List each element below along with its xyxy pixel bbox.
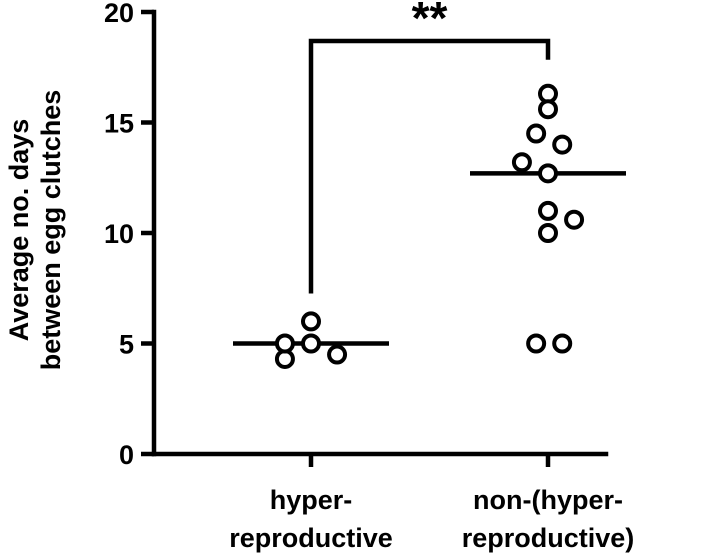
x-category-label: reproductive xyxy=(229,523,393,553)
y-tick-label: 20 xyxy=(104,0,134,28)
x-category-label: reproductive) xyxy=(462,523,635,553)
data-point xyxy=(511,152,532,173)
data-point xyxy=(327,344,348,365)
y-tick-label: 5 xyxy=(119,330,134,360)
data-point xyxy=(538,99,558,120)
data-points xyxy=(274,83,585,369)
data-point xyxy=(274,333,295,354)
data-point xyxy=(538,163,558,184)
data-point xyxy=(526,123,547,144)
data-point xyxy=(526,333,547,354)
data-point xyxy=(538,200,558,221)
data-point xyxy=(564,209,585,230)
x-axis: hyper-reproductive non-(hyper-reproductiv… xyxy=(151,451,635,553)
significance-bracket-line xyxy=(308,38,551,294)
data-point xyxy=(301,311,321,332)
significance-label: ** xyxy=(412,0,448,44)
y-axis-label-line: Average no. days xyxy=(4,119,34,342)
y-tick-label: 0 xyxy=(119,440,134,470)
x-category-label: non-(hyper- xyxy=(473,485,623,515)
y-tick-label: 15 xyxy=(104,109,134,139)
x-category-label: hyper- xyxy=(270,485,353,515)
mean-lines xyxy=(233,171,626,346)
significance-bracket: ** xyxy=(308,0,551,294)
data-point xyxy=(552,134,573,155)
data-point xyxy=(552,333,573,354)
data-point xyxy=(538,223,558,243)
data-point xyxy=(301,333,321,354)
y-axis-label: Average no. days between egg clutches xyxy=(4,90,66,371)
y-axis: 0 5 10 15 20 xyxy=(104,0,157,470)
y-axis-label-line: between egg clutches xyxy=(36,90,66,371)
y-tick-label: 10 xyxy=(104,219,134,249)
